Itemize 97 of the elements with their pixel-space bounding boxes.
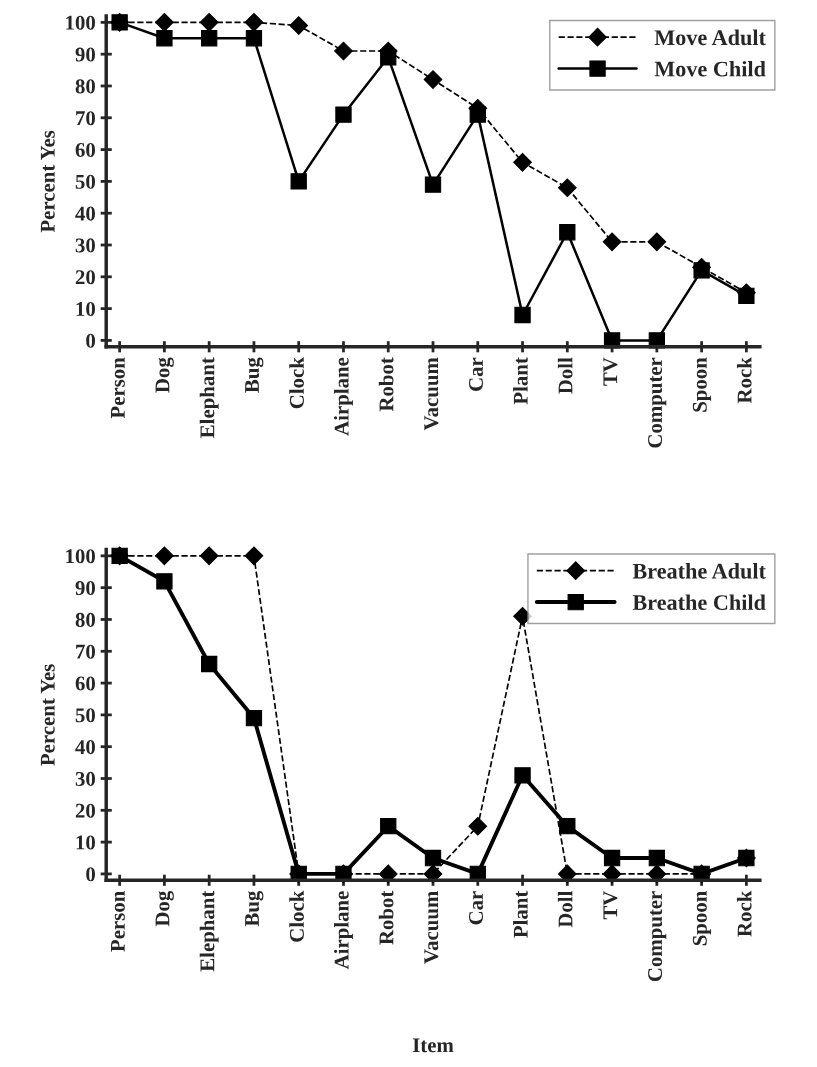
x-tick-label: TV [603, 890, 618, 920]
x-tick-label: Rock [736, 890, 752, 937]
y-axis-title: Percent Yes [40, 664, 55, 766]
y-tick-label: 20 [75, 803, 95, 818]
x-tick-label: Doll [557, 891, 573, 928]
x-tick-label: Computer [648, 357, 667, 448]
x-tick-label: Clock [289, 357, 304, 409]
y-tick-label: 10 [76, 301, 95, 317]
x-tick-label: Doll [557, 357, 573, 394]
y-tick-label: 0 [86, 867, 95, 882]
y-tick-label: 0 [86, 333, 95, 348]
point [335, 106, 352, 123]
point [156, 573, 173, 590]
y-tick-label: 90 [75, 581, 95, 596]
legend-label: Breathe Child [632, 594, 766, 611]
x-tick-label: Computer [648, 891, 667, 982]
y-tick-label: 80 [75, 79, 95, 94]
x-tick-label: Car [468, 357, 483, 391]
point [557, 178, 577, 198]
x-tick-label: Airplane [334, 891, 353, 970]
x-tick-label: Elephant [199, 890, 219, 972]
x-tick-label: Car [468, 891, 483, 925]
x-tick-label: Dog [155, 890, 174, 927]
x-tick-label: Plant [513, 357, 528, 405]
legend-label: Move Adult [654, 29, 766, 46]
point [156, 30, 173, 47]
x-tick-label: Airplane [334, 357, 353, 436]
point [199, 13, 219, 32]
point [559, 224, 576, 241]
x-tick-label: Clock [289, 890, 304, 942]
x-tick-label: Elephant [199, 357, 219, 438]
x-tick-label: Robot [378, 890, 394, 945]
x-tick-label: Dog [155, 357, 174, 393]
y-tick-label: 20 [75, 270, 95, 285]
point [423, 70, 443, 89]
point [514, 306, 531, 324]
x-tick-label: Robot [378, 357, 394, 412]
x-tick-label: Bug [245, 890, 264, 927]
y-tick-label: 70 [76, 111, 95, 126]
point [290, 173, 307, 190]
point [602, 232, 622, 252]
point [693, 262, 710, 279]
point [514, 767, 531, 784]
x-tick-label: Vacuum [424, 357, 439, 431]
point [380, 49, 397, 66]
point [513, 152, 532, 172]
point [244, 546, 264, 566]
point [648, 849, 665, 867]
point [155, 546, 174, 566]
y-tick-label: 10 [76, 835, 95, 850]
y-tick-label: 90 [75, 47, 95, 62]
point [201, 655, 218, 673]
y-tick-label: 80 [75, 612, 95, 627]
point [738, 287, 755, 305]
point [559, 818, 576, 835]
x-tick-label: Plant [513, 890, 528, 938]
x-tick-label: Person [111, 891, 125, 952]
y-tick-label: 40 [75, 206, 95, 221]
y-tick-label: 60 [75, 676, 95, 691]
point [155, 13, 174, 32]
point [199, 546, 219, 566]
y-tick-label: 40 [75, 740, 95, 755]
y-tick-label: 50 [75, 708, 95, 723]
x-tick-label: Vacuum [424, 891, 439, 964]
x-tick-label: Bug [245, 357, 264, 393]
point [647, 232, 667, 252]
point [603, 849, 621, 867]
point [289, 16, 309, 35]
y-tick-label: 70 [76, 644, 95, 659]
point [111, 547, 128, 565]
legend-label: Move Child [654, 60, 766, 77]
x-tick-label: Spoon [692, 357, 712, 412]
point [245, 30, 263, 47]
x-tick-label: Person [111, 357, 125, 419]
point [469, 106, 486, 123]
point [201, 30, 218, 47]
legend-label: Breathe Adult [632, 563, 766, 579]
y-tick-label: 30 [75, 771, 95, 786]
y-tick-label: 50 [75, 174, 95, 189]
x-tick-label: Spoon [692, 891, 712, 946]
x-tick-label: Rock [736, 357, 752, 404]
point [424, 176, 442, 193]
point [738, 849, 755, 867]
point [245, 709, 263, 727]
x-axis-title: Item [412, 1038, 454, 1053]
point [334, 41, 353, 61]
y-tick-label: 100 [66, 549, 95, 564]
point [111, 14, 128, 31]
y-tick-label: 60 [75, 142, 95, 158]
point [468, 816, 488, 836]
y-axis-title: Percent Yes [40, 130, 55, 233]
y-tick-label: 30 [75, 238, 95, 253]
y-tick-label: 100 [66, 15, 95, 30]
point [380, 818, 397, 835]
x-tick-label: TV [603, 357, 618, 386]
point [424, 849, 442, 867]
point [244, 13, 264, 32]
